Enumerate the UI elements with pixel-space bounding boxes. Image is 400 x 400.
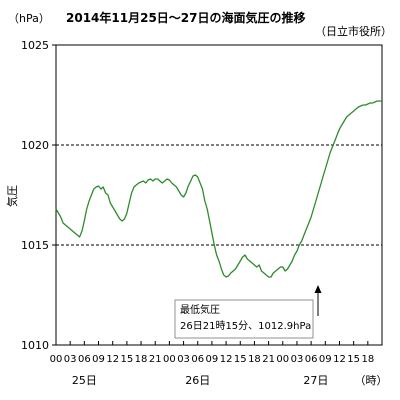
x-tick-label: 03 [177, 354, 190, 365]
x-tick-label: 18 [361, 354, 374, 365]
x-tick-label: 09 [206, 354, 219, 365]
x-axis-unit: （時） [355, 374, 388, 387]
x-tick-label: 21 [262, 354, 275, 365]
x-tick-label: 15 [234, 354, 247, 365]
x-axis-ticks: 00 03 06 09 12 15 18 21 00 03 06 09 12 15 18 21 00 03 06 09… [50, 341, 374, 365]
day-labels: 25日 26日 27日 [72, 374, 329, 387]
x-tick-label: 06 [78, 354, 91, 365]
x-tick-label: 00 [163, 354, 176, 365]
day-label: 25日 [72, 374, 97, 387]
y-tick-label: 1020 [21, 139, 49, 152]
y-tick-label: 1025 [21, 39, 49, 52]
annotation-box [174, 299, 314, 339]
annotation-title: 最低気圧 [180, 303, 220, 316]
annotation-detail: 26日21時15分、1012.9hPa [180, 320, 311, 332]
x-tick-label: 18 [248, 354, 261, 365]
x-tick-label: 03 [291, 354, 304, 365]
plot-frame [55, 44, 383, 346]
y-axis-ticks: 1010 1015 1020 1025 [21, 39, 56, 352]
x-tick-label: 03 [64, 354, 77, 365]
y-unit-label: （hPa） [8, 12, 50, 25]
day-label: 27日 [303, 374, 328, 387]
x-tick-label: 15 [121, 354, 134, 365]
x-tick-label: 21 [149, 354, 162, 365]
chart-subtitle: （日立市役所） [315, 24, 392, 38]
x-tick-label: 15 [347, 354, 360, 365]
x-tick-label: 09 [92, 354, 105, 365]
x-tick-label: 00 [50, 354, 63, 365]
x-tick-label: 18 [135, 354, 148, 365]
reference-lines [56, 144, 382, 246]
x-tick-label: 12 [220, 354, 233, 365]
day-label: 26日 [185, 374, 210, 387]
y-axis-label: 気圧 [5, 185, 19, 207]
y-tick-label: 1010 [21, 339, 49, 352]
x-tick-label: 12 [333, 354, 346, 365]
y-tick-label: 1015 [21, 239, 49, 252]
series-layer [55, 100, 382, 278]
x-tick-label: 06 [305, 354, 318, 365]
x-tick-label: 09 [319, 354, 332, 365]
series-line-0 [55, 100, 382, 278]
min-pressure-annotation: 最低気圧 26日21時15分、1012.9hPa [174, 285, 322, 339]
x-tick-label: 12 [106, 354, 119, 365]
annotation-arrow-head [314, 285, 322, 293]
x-tick-label: 06 [191, 354, 204, 365]
x-tick-label: 00 [276, 354, 289, 365]
chart-title: 2014年11月25日～27日の海面気圧の推移 [66, 10, 306, 25]
